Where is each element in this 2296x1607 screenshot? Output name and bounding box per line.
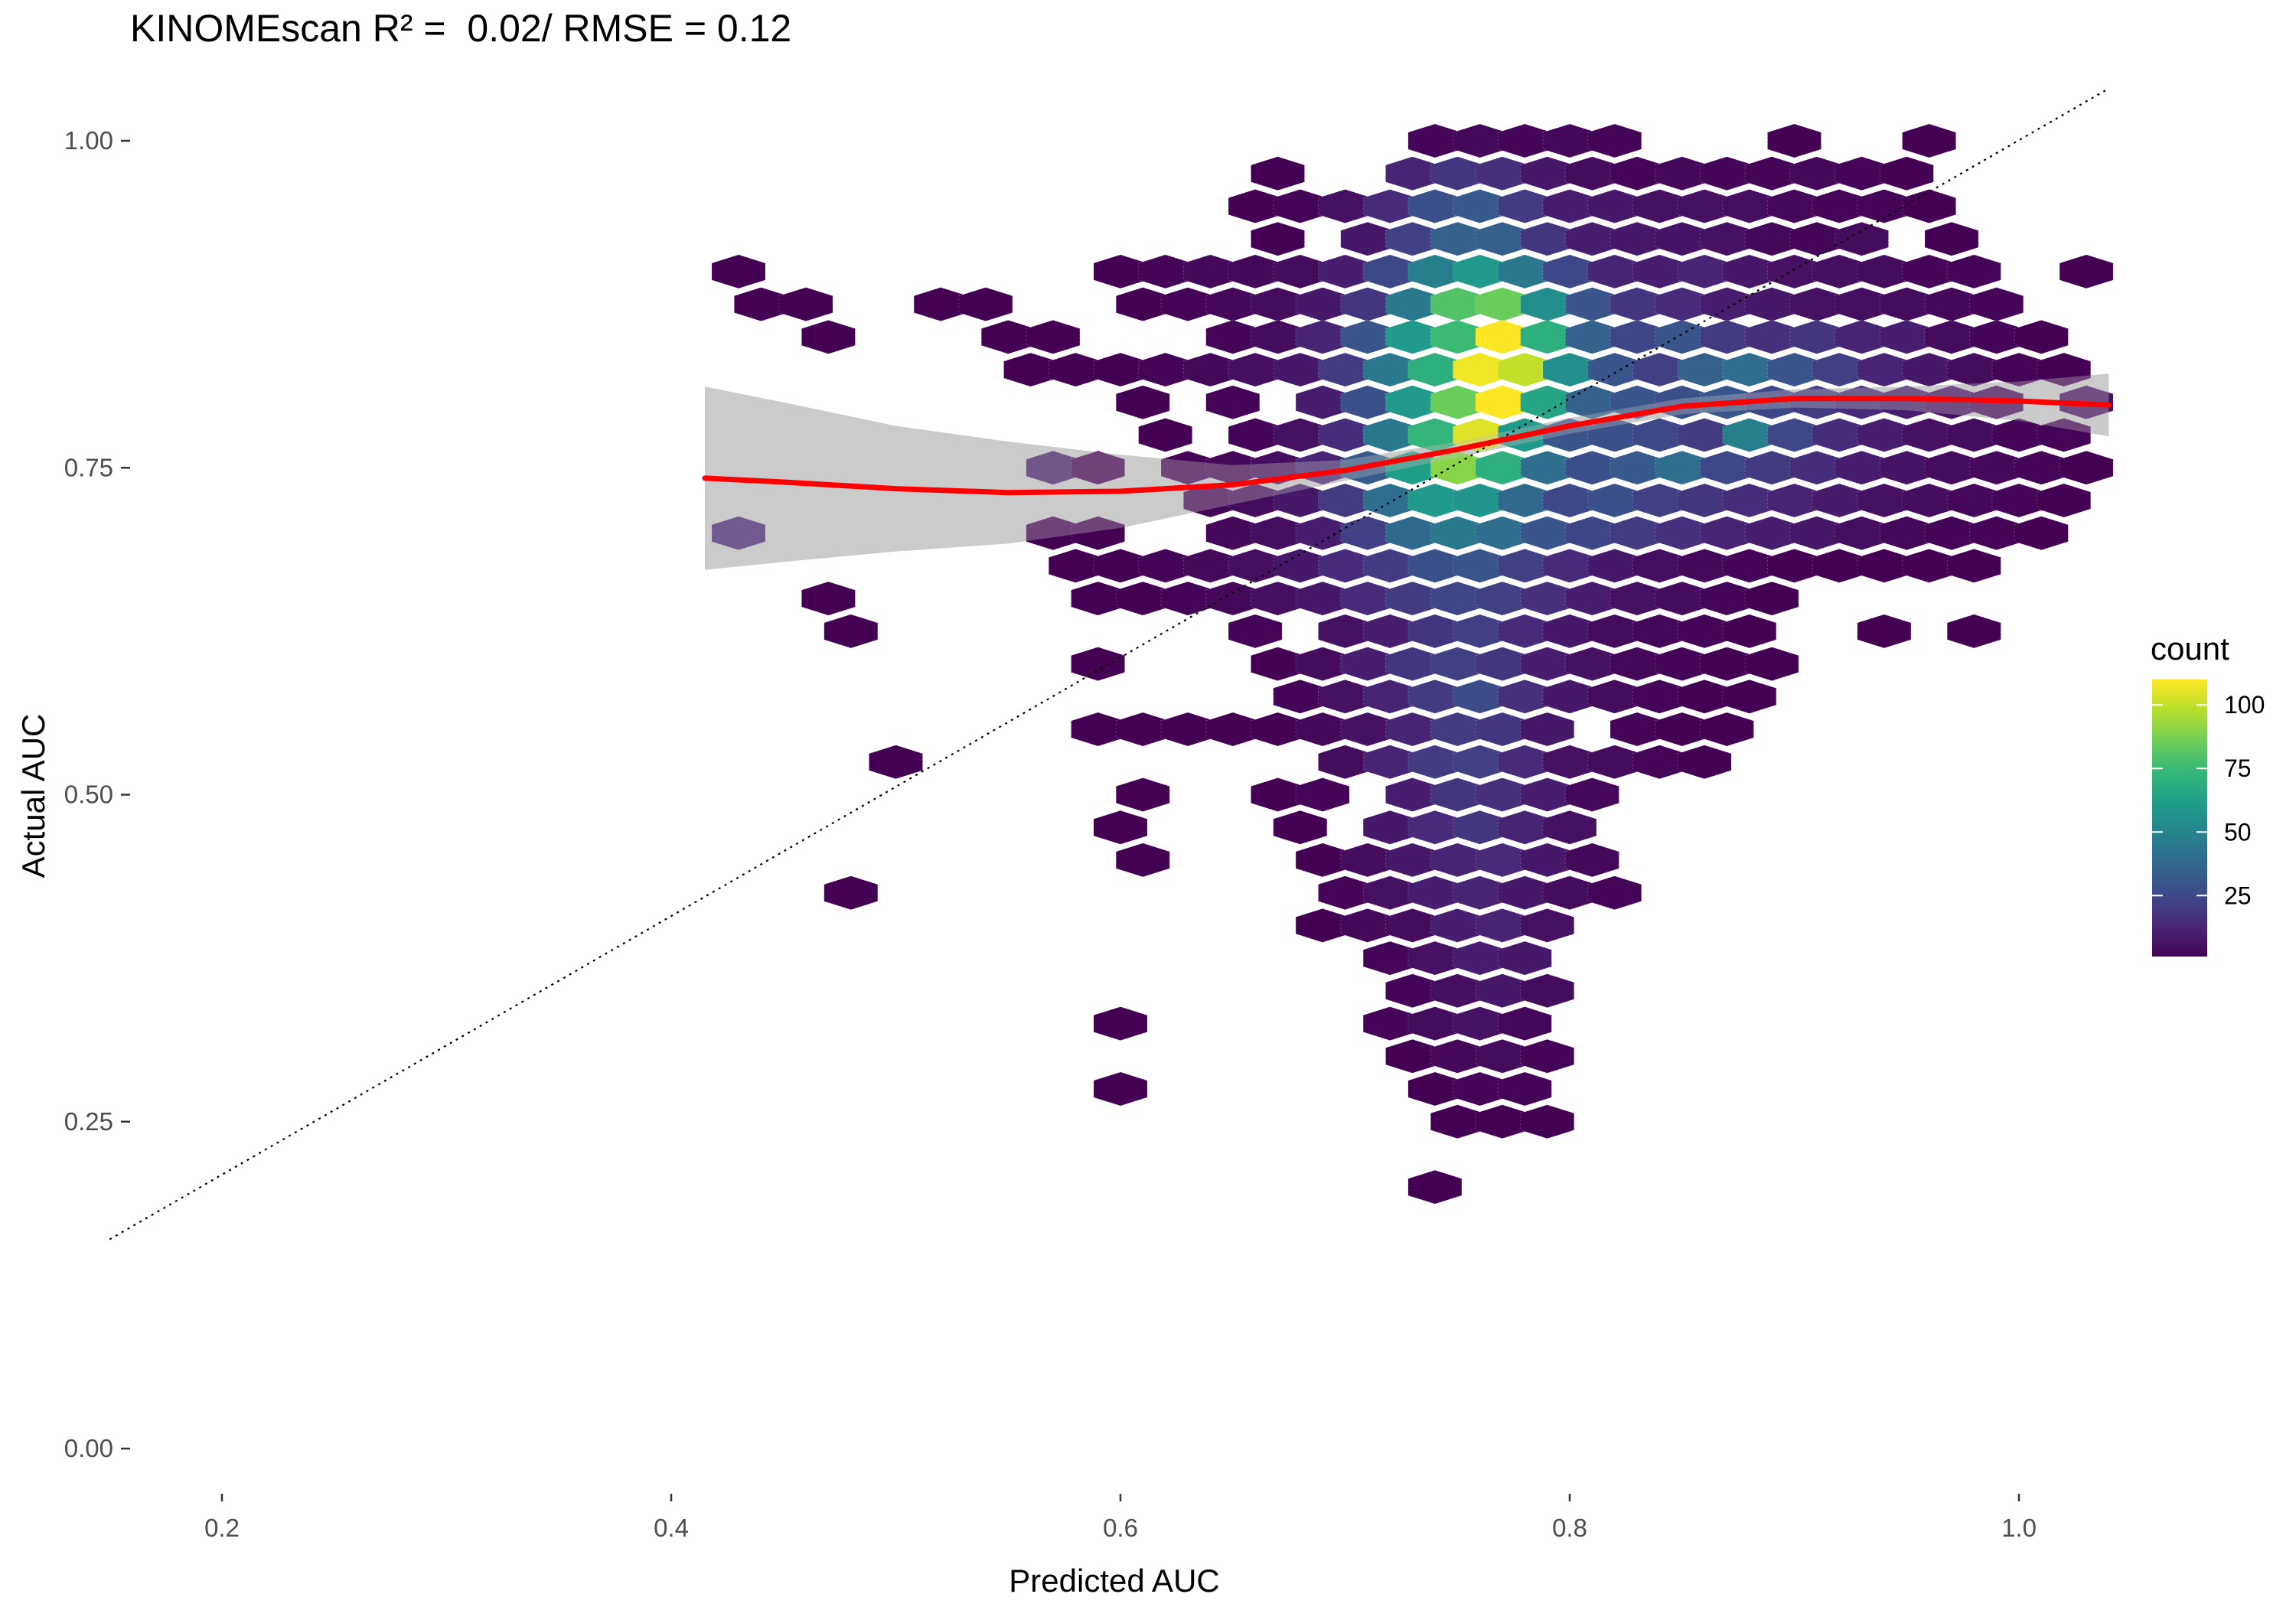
legend-ticks: 25 50 75 100	[2152, 691, 2265, 909]
x-tick-label: 0.2	[204, 1514, 240, 1542]
hexbin-cell	[1251, 221, 1305, 256]
legend-tick-label: 25	[2224, 882, 2252, 909]
hexbin-cell	[2014, 319, 2069, 354]
hexbin-cell	[801, 319, 856, 354]
hexbin-cell	[1902, 188, 1957, 224]
hexbin-cell	[823, 875, 879, 911]
x-axis: 0.2 0.4 0.6 0.8 1.0	[204, 1494, 2037, 1542]
hexbin-cell	[1835, 221, 1889, 256]
hexbin-cell	[1946, 548, 2001, 583]
hexbin-cell	[1699, 712, 1754, 747]
hexbin-cell	[2037, 483, 2092, 518]
hexbin-cell	[1115, 385, 1170, 420]
hexbin-cell	[1587, 875, 1642, 911]
hexbin-cell	[1520, 908, 1575, 943]
chart-title: KINOMEscan R² = 0.02/ RMSE = 0.12	[130, 7, 792, 50]
hexbin-cell	[711, 516, 766, 551]
hexbin-cell	[1520, 712, 1575, 747]
hexbin-cell	[1902, 123, 1957, 158]
hexbin-cell	[1677, 745, 1732, 780]
legend-title: count	[2151, 631, 2229, 667]
hexbin-cell	[1497, 1071, 1552, 1107]
y-axis: 0.00 0.25 0.50 0.75 1.00	[64, 126, 130, 1462]
hexbin-layer	[711, 123, 2114, 1204]
hexbin-cell	[711, 254, 766, 289]
hexbin-cell	[1520, 1038, 1575, 1074]
hexbin-cell	[1273, 810, 1328, 845]
hexbin-cell	[2037, 417, 2092, 453]
hexbin-cell	[1093, 810, 1148, 845]
hexbin-cell	[1946, 614, 2001, 649]
hexbin-cell	[1497, 940, 1552, 976]
legend-tick-label: 100	[2224, 691, 2265, 719]
color-legend: count 25 50 75 100	[2151, 631, 2265, 957]
confidence-ribbon-overlay	[705, 373, 2109, 570]
hexbin-cell	[801, 581, 856, 616]
hexbin-cell	[1520, 973, 1575, 1009]
confidence-ribbon-overlay-path	[705, 373, 2109, 570]
legend-tick-label: 75	[2224, 755, 2252, 782]
smooth-curve-layer	[702, 396, 2112, 496]
hexbin-cell	[1026, 319, 1081, 354]
hexbin-cell	[1228, 614, 1283, 649]
hexbin-cell	[1924, 221, 1979, 256]
hexbin-cell	[869, 745, 923, 780]
hexbin-cell	[1071, 450, 1126, 485]
hexbin-cell	[1564, 777, 1619, 813]
x-tick-label: 1.0	[2001, 1514, 2037, 1542]
x-tick-label: 0.4	[654, 1514, 689, 1542]
hexbin-cell	[1542, 810, 1597, 845]
hexbin-cell	[958, 287, 1013, 322]
hexbin-cell	[1587, 123, 1642, 158]
hexbin-cell	[1115, 843, 1170, 878]
x-tick-label: 0.6	[1103, 1514, 1138, 1542]
hexbin-cell	[1969, 287, 2024, 322]
smooth-curve	[702, 396, 2112, 496]
identity-line	[109, 87, 2109, 1240]
hexbin-cell	[2059, 450, 2114, 485]
hexbin-cell	[1744, 647, 1799, 682]
hexbin-cell	[1093, 1071, 1148, 1107]
hexbin-cell	[1138, 417, 1193, 453]
legend-colorbar	[2152, 680, 2207, 957]
legend-tick-label: 50	[2224, 818, 2252, 846]
hexbin-cell	[1205, 385, 1261, 420]
hexbin-cell	[1520, 1104, 1575, 1139]
hexbin-cell	[1722, 614, 1777, 649]
hexbin-cell	[2037, 352, 2092, 387]
hexbin-cell	[1879, 156, 1934, 191]
y-tick-label: 0.75	[64, 453, 113, 481]
y-tick-label: 0.25	[64, 1107, 113, 1136]
hexbin-cell	[1564, 843, 1619, 878]
y-tick-label: 0.50	[64, 781, 113, 809]
hexbin-cell	[2014, 516, 2069, 551]
hexbin-cell	[1722, 679, 1777, 714]
y-tick-label: 1.00	[64, 126, 113, 155]
hexbin-cell	[1857, 614, 1912, 649]
hexbin-cell	[1093, 1006, 1148, 1041]
x-axis-title: Predicted AUC	[1009, 1563, 1219, 1599]
hexbin-cell	[1071, 516, 1126, 551]
hexbin-cell	[1407, 1169, 1463, 1204]
y-tick-label: 0.00	[64, 1434, 113, 1462]
hexbin-cell	[2059, 254, 2114, 289]
hexbin-cell	[1946, 254, 2001, 289]
hexbin-cell	[1767, 123, 1821, 158]
x-tick-label: 0.8	[1552, 1514, 1587, 1542]
hexbin-cell	[1295, 777, 1350, 813]
hexbin-cell	[1744, 581, 1799, 616]
y-axis-title: Actual AUC	[15, 714, 51, 878]
hexbin-cell	[1071, 647, 1126, 682]
hexbin-cell	[778, 287, 833, 322]
hexbin-cell	[1115, 777, 1170, 813]
hexbin-cell	[1497, 1006, 1552, 1041]
identity-line-layer	[109, 87, 2109, 1240]
hexbin-cell	[1251, 156, 1305, 191]
hexbin-cell	[823, 614, 879, 649]
